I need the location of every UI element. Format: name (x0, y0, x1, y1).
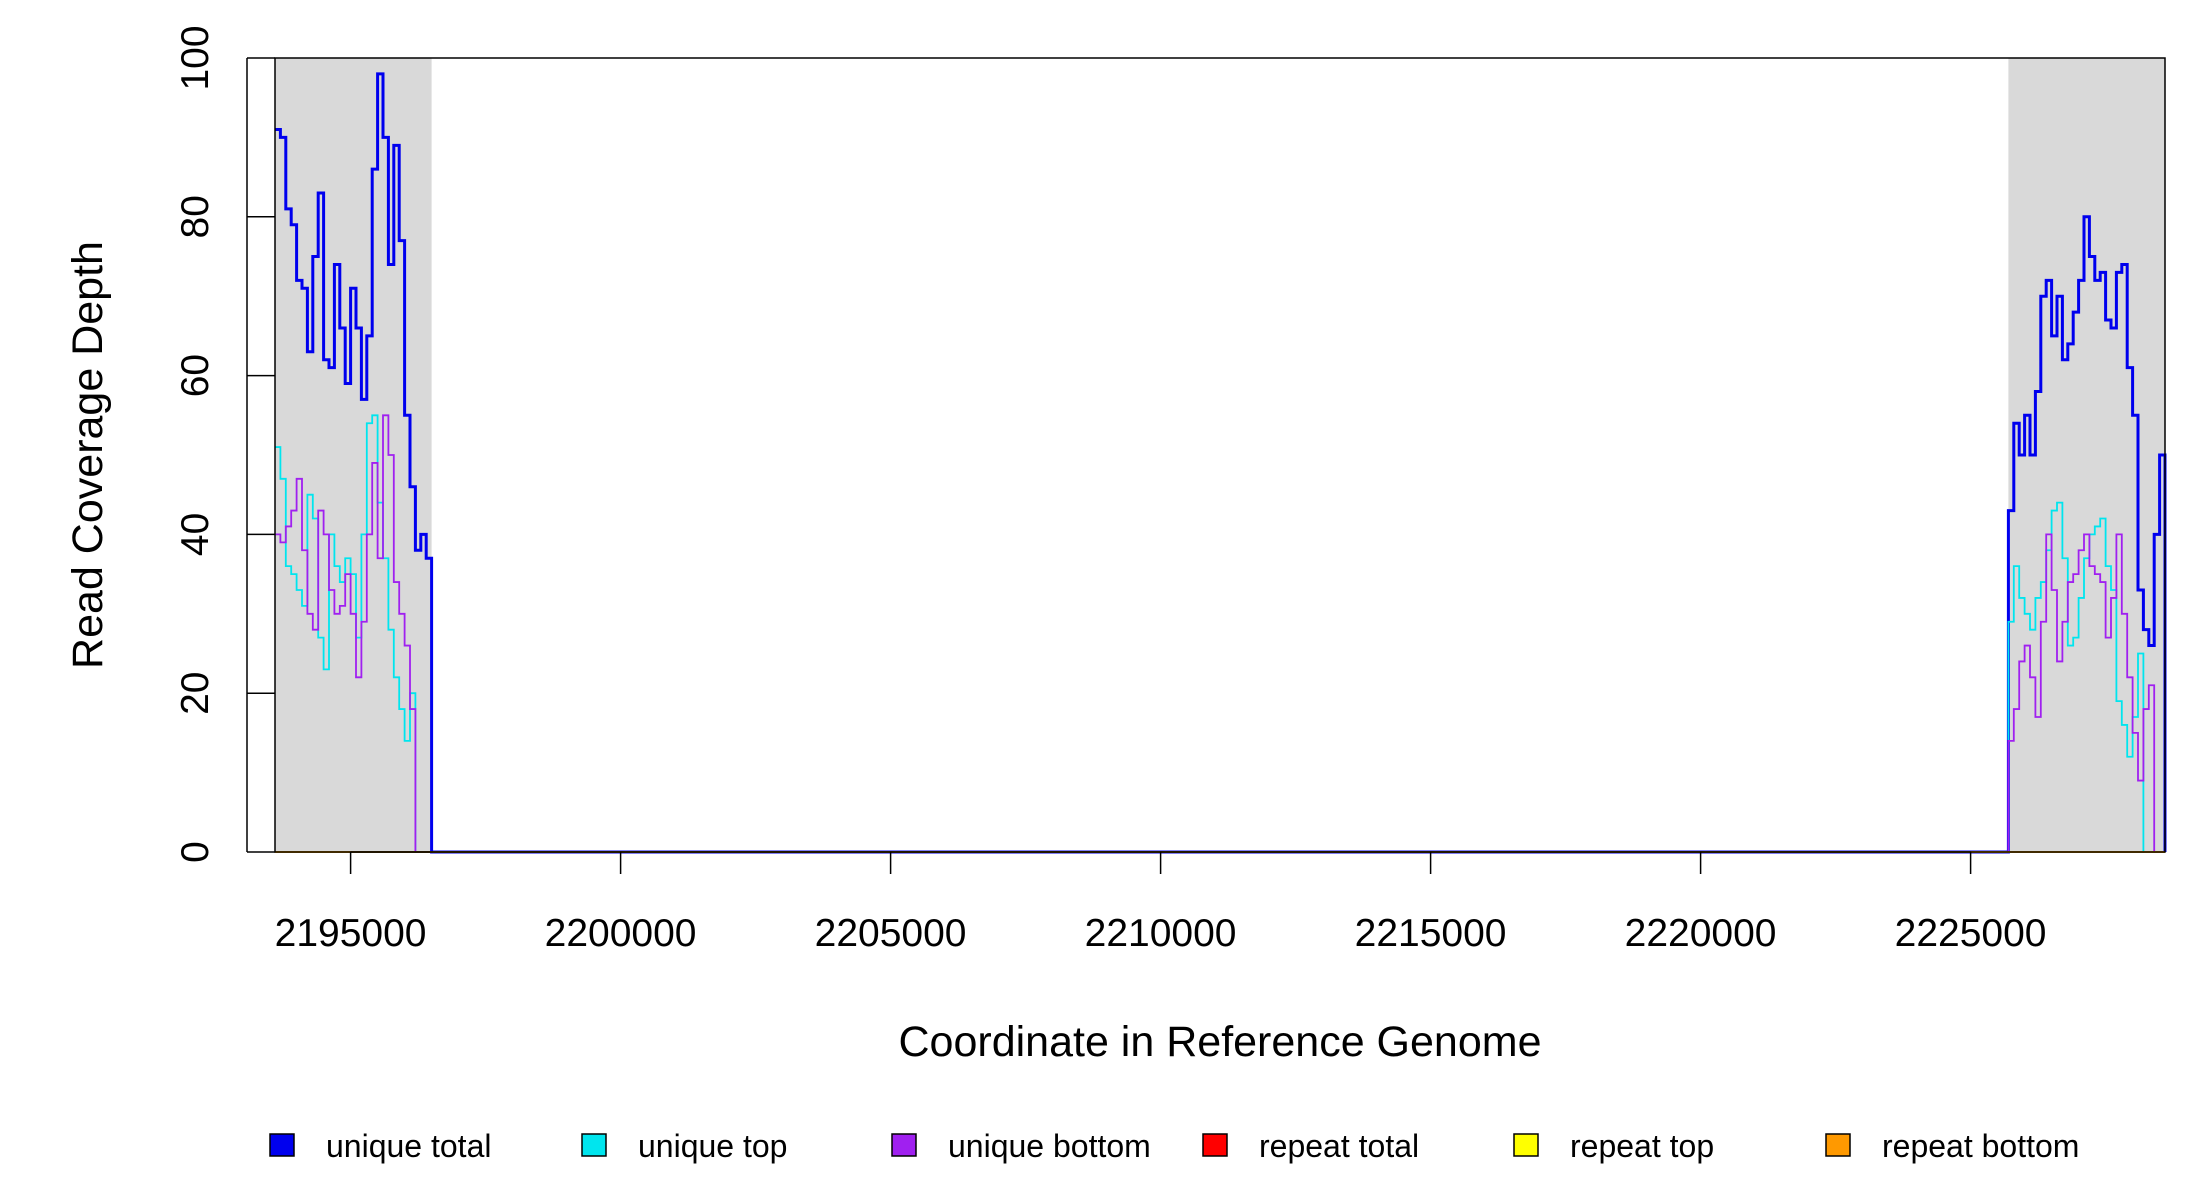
y-tick-label: 80 (174, 195, 217, 238)
y-axis-title: Read Coverage Depth (64, 241, 112, 669)
series-line-unique-bottom (275, 414, 2165, 853)
y-axis: 0 20 40 60 80 100 (174, 25, 275, 863)
x-axis-title: Coordinate in Reference Genome (899, 1018, 1542, 1066)
shaded-regions (275, 58, 2165, 852)
legend: unique total unique top unique bottom repea… (269, 1128, 2079, 1164)
shaded-region-1 (275, 58, 432, 852)
legend-swatch-unique-top (581, 1133, 607, 1157)
x-tick-label: 2225000 (1895, 912, 2047, 955)
series-line-unique-top (275, 414, 2165, 853)
legend-label-unique-top: unique top (638, 1128, 787, 1164)
y-tick-label: 40 (174, 513, 217, 556)
legend-swatch-unique-total (269, 1133, 295, 1157)
y-tick-label: 60 (174, 354, 217, 397)
legend-swatch-unique-bottom (891, 1133, 917, 1157)
legend-label-unique-total: unique total (326, 1128, 491, 1164)
x-tick-label: 2205000 (815, 912, 967, 955)
legend-label-unique-bottom: unique bottom (948, 1128, 1151, 1164)
x-tick-label: 2220000 (1625, 912, 1777, 955)
x-tick-label: 2210000 (1085, 912, 1237, 955)
x-tick-label: 2200000 (545, 912, 697, 955)
series-lines (275, 72, 2167, 854)
x-tick-label: 2215000 (1355, 912, 1507, 955)
legend-label-repeat-top: repeat top (1570, 1128, 1714, 1164)
y-tick-label: 0 (174, 841, 217, 863)
y-tick-label: 100 (174, 25, 217, 90)
plot-frame (274, 57, 2166, 853)
legend-swatch-repeat-top (1513, 1133, 1539, 1157)
y-tick-label: 20 (174, 672, 217, 715)
legend-swatch-repeat-bottom (1825, 1133, 1851, 1157)
x-tick-label: 2195000 (275, 912, 427, 955)
legend-label-repeat-bottom: repeat bottom (1882, 1128, 2079, 1164)
legend-label-repeat-total: repeat total (1259, 1128, 1419, 1164)
x-axis: 2195000 2200000 2205000 2210000 2215000 22200… (275, 851, 2047, 955)
legend-swatch-repeat-total (1202, 1133, 1228, 1157)
series-line-unique-total (275, 72, 2167, 854)
